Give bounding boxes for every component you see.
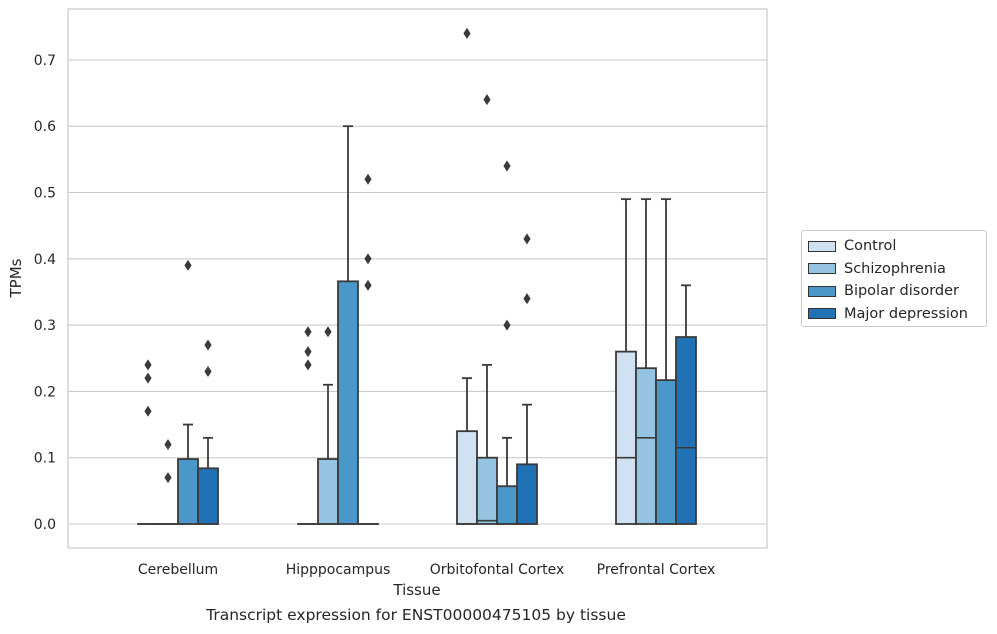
outlier-marker: [304, 359, 312, 371]
box-control: [456, 27, 478, 525]
legend-label: Bipolar disorder: [844, 283, 959, 300]
outlier-marker: [164, 438, 172, 450]
box-plot-area: [137, 27, 697, 525]
outlier-marker: [463, 27, 471, 39]
x-tick-label: Prefrontal Cortex: [597, 562, 716, 578]
box-major-depression: [357, 173, 379, 525]
y-tick-label: 0.2: [34, 384, 56, 400]
legend-swatch: [808, 240, 836, 252]
box: [496, 485, 518, 525]
legend-item: Bipolar disorder: [808, 280, 986, 303]
x-tick-label: Hipppocampus: [286, 562, 391, 578]
legend-label: Schizophrenia: [844, 260, 946, 277]
y-tick-label: 0.5: [34, 186, 56, 202]
legend-item: Schizophrenia: [808, 258, 986, 281]
box-schizophrenia: [635, 198, 657, 525]
box-major-depression: [516, 233, 538, 525]
gridlines: [68, 59, 767, 525]
box-bipolar-disorder: [496, 160, 518, 525]
box-schizophrenia: [317, 326, 339, 525]
outlier-marker: [483, 94, 491, 106]
legend-swatch: [808, 308, 836, 320]
outlier-marker: [324, 326, 332, 338]
x-axis-ticks: Cerebellum Hipppocampus Orbitofontal Corte…: [138, 562, 715, 578]
box-bipolar-disorder: [177, 259, 199, 525]
box: [476, 456, 498, 525]
outlier-marker: [503, 319, 511, 331]
box-schizophrenia: [157, 438, 179, 525]
outlier-marker: [503, 160, 511, 172]
y-tick-label: 0.4: [34, 252, 56, 268]
x-tick-label: Cerebellum: [138, 562, 218, 578]
box: [456, 430, 478, 525]
y-tick-label: 0.6: [34, 119, 56, 135]
x-axis-label: Tissue: [392, 581, 440, 599]
box: [337, 280, 359, 525]
box-major-depression: [675, 284, 697, 525]
outlier-marker: [184, 259, 192, 271]
box: [635, 367, 657, 525]
y-tick-label: 0.3: [34, 318, 56, 334]
box: [516, 463, 538, 525]
outlier-marker: [144, 359, 152, 371]
outlier-marker: [144, 405, 152, 417]
outlier-marker: [304, 346, 312, 358]
legend-swatch: [808, 285, 836, 297]
x-tick-label: Orbitofontal Cortex: [430, 562, 565, 578]
outlier-marker: [364, 279, 372, 291]
y-tick-label: 0.0: [34, 517, 56, 533]
box-bipolar-disorder: [337, 125, 359, 525]
box: [177, 458, 199, 525]
plot-frame: [67, 8, 768, 549]
box: [317, 458, 339, 525]
outlier-marker: [204, 339, 212, 351]
y-tick-label: 0.1: [34, 451, 56, 467]
outlier-marker: [364, 173, 372, 185]
legend-item: Control: [808, 235, 986, 258]
box: [197, 467, 219, 525]
outlier-marker: [204, 366, 212, 378]
box-major-depression: [197, 339, 219, 525]
legend-label: Major depression: [844, 305, 968, 322]
legend-swatch: [808, 263, 836, 275]
box-control: [297, 326, 319, 525]
box-schizophrenia: [476, 94, 498, 525]
legend-label: Control: [844, 238, 897, 255]
y-tick-label: 0.7: [34, 53, 56, 69]
box-control: [615, 198, 637, 525]
y-axis-label: TPMs: [7, 258, 25, 298]
outlier-marker: [304, 326, 312, 338]
legend: Control Schizophrenia Bipolar disorder Majo…: [801, 230, 987, 327]
outlier-marker: [364, 253, 372, 265]
box: [675, 336, 697, 525]
outlier-marker: [523, 233, 531, 245]
box-control: [137, 359, 159, 525]
box: [655, 379, 677, 525]
y-axis-ticks: 0.0 0.1 0.2 0.3 0.4 0.5 0.6 0.7: [34, 53, 56, 533]
outlier-marker: [144, 372, 152, 384]
box-bipolar-disorder: [655, 198, 677, 525]
chart-caption: Transcript expression for ENST0000047510…: [206, 606, 626, 624]
box: [615, 350, 637, 525]
legend-item: Major depression: [808, 303, 986, 326]
outlier-marker: [523, 293, 531, 305]
outlier-marker: [164, 472, 172, 484]
